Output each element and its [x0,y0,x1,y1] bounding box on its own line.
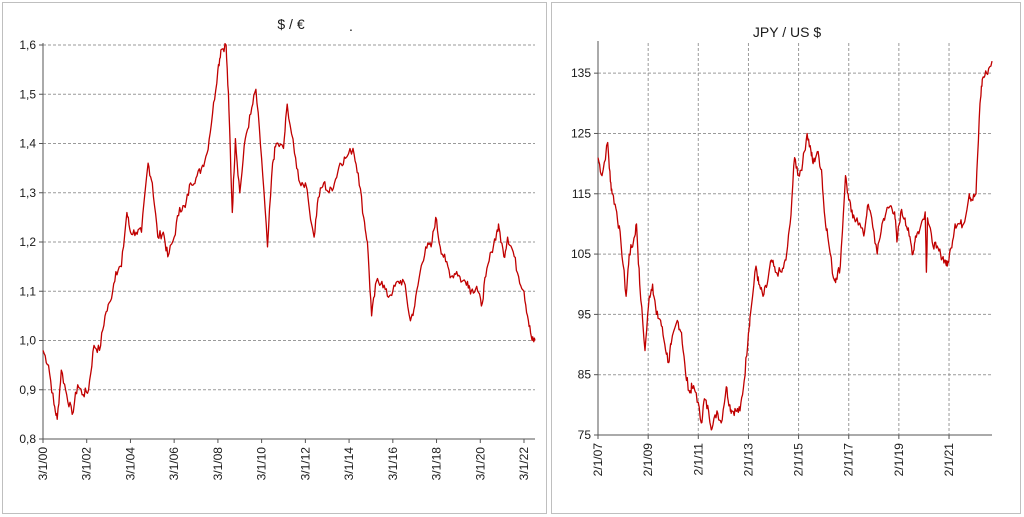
usd-eur-chart: 0,8 0,9 1,0 1,1 1,2 1,3 1,4 1,5 1,6 3/1/00 3/1/02 3… [19,16,536,481]
chart-panel-usd-eur: 0,8 0,9 1,0 1,1 1,2 1,3 1,4 1,5 1,6 3/1/00 3/1/02 3… [2,2,547,514]
chart-title: $ / € [277,16,304,32]
x-tick-label: 3/1/12 [298,447,312,481]
y-tick-label: 0,8 [19,432,36,446]
x-tick-label: 2/1/11 [691,443,705,476]
chart-title: JPY / US $ [753,24,821,40]
y-tick-label: 1,0 [19,334,36,348]
y-tick-label: 115 [572,187,591,201]
chart-panel-jpy-usd: 75 85 95 105 115 125 135 2/1/07 2/1/09 2/1/11 2/1/… [551,2,1021,514]
series-line [42,42,536,420]
x-tick-label: 3/1/08 [211,447,225,481]
y-tick-label: 125 [571,126,591,140]
x-tick-label: 2/1/13 [741,443,755,477]
jpy-usd-chart: 75 85 95 105 115 125 135 2/1/07 2/1/09 2/1/11 2/1/… [571,24,993,477]
x-tick-label: 3/1/06 [167,447,181,481]
y-tick-label: 1,5 [19,87,36,101]
x-tick-label: 2/1/19 [892,443,906,477]
x-tick-label: 3/1/14 [342,447,356,481]
x-tick-label: 3/1/04 [123,447,137,481]
y-tick-label: 75 [578,428,592,442]
y-tick-label: 1,6 [19,38,36,52]
x-tick-label: 2/1/21 [942,443,956,477]
y-tick-label: 0,9 [19,383,36,397]
y-tick-label: 135 [571,66,591,80]
x-tick-label: 2/1/15 [792,443,806,477]
series-line [597,60,993,431]
x-tick-label: 3/1/10 [255,447,269,481]
x-tick-label: 3/1/16 [386,447,400,481]
x-tick-label: 3/1/00 [36,447,50,481]
x-tick-label: 2/1/07 [591,443,605,477]
y-tick-label: 1,2 [19,235,36,249]
y-tick-label: 1,4 [19,137,36,151]
y-tick-label: 95 [578,307,592,321]
x-tick-label: 2/1/09 [641,443,655,477]
chart-title-suffix: . [349,18,353,34]
y-tick-label: 105 [571,247,591,261]
x-tick-label: 3/1/20 [473,447,487,481]
x-tick-label: 2/1/17 [842,443,856,477]
y-tick-label: 1,3 [19,186,36,200]
x-tick-label: 3/1/22 [517,447,531,481]
x-tick-label: 3/1/18 [430,447,444,481]
x-tick-label: 3/1/02 [80,447,94,481]
y-tick-label: 85 [578,368,592,382]
y-tick-label: 1,1 [19,284,36,298]
